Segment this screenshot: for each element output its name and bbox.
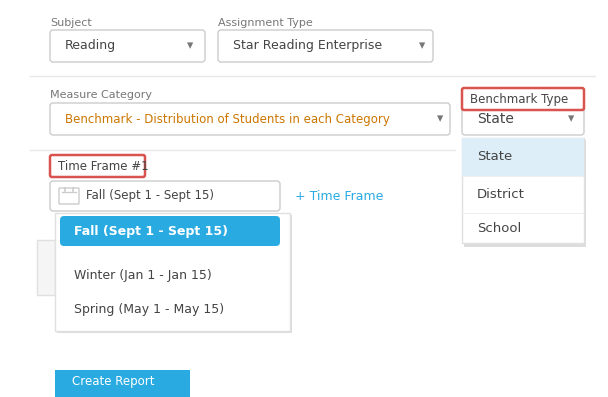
FancyBboxPatch shape xyxy=(462,103,584,135)
FancyBboxPatch shape xyxy=(60,216,280,246)
Bar xyxy=(37,240,55,295)
Bar xyxy=(462,138,584,176)
FancyBboxPatch shape xyxy=(50,181,280,211)
Text: ▾: ▾ xyxy=(187,39,193,52)
FancyBboxPatch shape xyxy=(50,103,450,135)
Bar xyxy=(55,370,190,397)
Text: Star Reading Enterprise: Star Reading Enterprise xyxy=(233,39,382,52)
Text: Spring (May 1 - May 15): Spring (May 1 - May 15) xyxy=(74,303,224,316)
FancyBboxPatch shape xyxy=(50,30,205,62)
FancyBboxPatch shape xyxy=(218,30,433,62)
Text: ▾: ▾ xyxy=(419,39,425,52)
Text: Benchmark - Distribution of Students in each Category: Benchmark - Distribution of Students in … xyxy=(65,112,390,125)
FancyBboxPatch shape xyxy=(50,155,145,177)
Text: Assignment Type: Assignment Type xyxy=(218,18,313,28)
FancyBboxPatch shape xyxy=(59,188,79,204)
Text: ▾: ▾ xyxy=(437,112,443,125)
Bar xyxy=(55,213,290,331)
Text: + Time Frame: + Time Frame xyxy=(295,189,384,202)
FancyBboxPatch shape xyxy=(462,88,584,110)
Text: Create Report: Create Report xyxy=(72,376,154,389)
Text: Measure Category: Measure Category xyxy=(50,90,152,100)
Text: Winter (Jan 1 - Jan 15): Winter (Jan 1 - Jan 15) xyxy=(74,268,212,281)
Text: Benchmark Type: Benchmark Type xyxy=(470,93,568,106)
Text: Fall (Sept 1 - Sept 15): Fall (Sept 1 - Sept 15) xyxy=(86,189,214,202)
Bar xyxy=(462,138,584,243)
Text: Time Frame #1: Time Frame #1 xyxy=(58,160,148,173)
Text: State: State xyxy=(477,112,514,126)
Text: School: School xyxy=(477,222,521,235)
Bar xyxy=(464,140,586,247)
Text: District: District xyxy=(477,189,525,202)
Text: Reading: Reading xyxy=(65,39,116,52)
Text: Subject: Subject xyxy=(50,18,92,28)
Text: ▾: ▾ xyxy=(568,112,574,125)
Text: Fall (Sept 1 - Sept 15): Fall (Sept 1 - Sept 15) xyxy=(74,224,228,237)
Bar xyxy=(57,215,292,333)
Text: State: State xyxy=(477,150,513,164)
